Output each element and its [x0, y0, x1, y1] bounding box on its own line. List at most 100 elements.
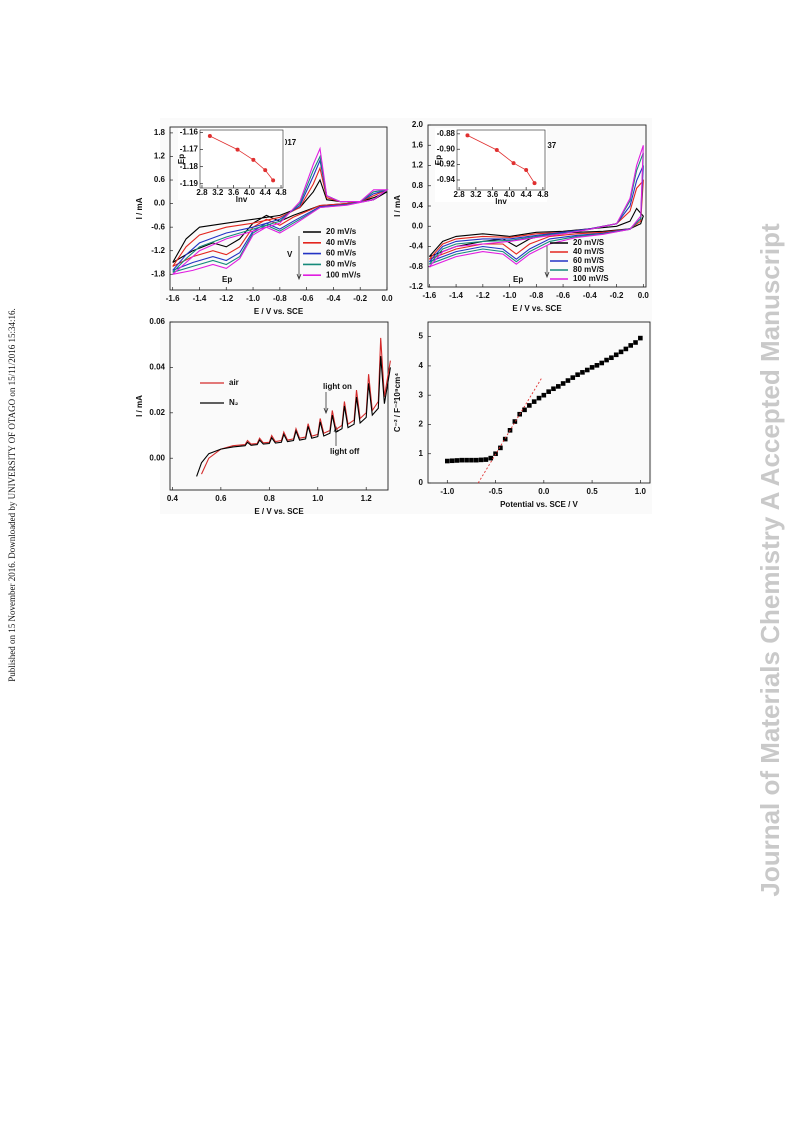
y-tick-label: -1.2 [409, 282, 423, 291]
legend-label: 100 mV/s [326, 270, 361, 279]
y-tick-label: -0.4 [409, 242, 423, 251]
x-tick-label: -1.0 [440, 487, 454, 496]
marker [599, 360, 605, 366]
annotation: V [287, 250, 293, 259]
x-axis-label: E / V vs. SCE [254, 507, 304, 516]
x-tick-label: -1.6 [422, 291, 436, 300]
legend-label: 100 mV/S [573, 274, 609, 283]
marker [575, 372, 580, 377]
y-tick-label: -0.6 [151, 222, 165, 231]
x-axis-label: E / V vs. SCE [254, 307, 304, 316]
marker [498, 445, 503, 451]
chart: 0.4 0.6 0.8 1.0 1.2 0.00 0.02 0.04 0.06 E / V vs.… [135, 317, 391, 516]
x-tick-label: -1.0 [503, 291, 517, 300]
marker [604, 357, 609, 363]
x-tick-label: 0.4 [167, 494, 179, 503]
x-tick-label: -0.2 [610, 291, 624, 300]
marker [512, 419, 518, 424]
x-tick-label: 4.0 [244, 188, 256, 197]
y-tick-label: 0.4 [412, 201, 424, 210]
series-line [172, 154, 388, 273]
series-line [201, 337, 391, 475]
x-tick-label: -1.2 [219, 294, 233, 303]
marker [560, 381, 566, 386]
x-tick-label: -1.0 [246, 294, 260, 303]
y-tick-label: 2 [419, 420, 424, 429]
marker [618, 349, 624, 355]
y-tick-label: -0.8 [409, 262, 423, 271]
legend-label: N₂ [229, 398, 239, 407]
x-tick-label: -0.8 [273, 294, 287, 303]
y-tick-label: -1.2 [151, 246, 165, 255]
marker [271, 178, 276, 183]
y-tick-label: 0.02 [149, 408, 165, 417]
marker [527, 403, 532, 408]
marker [570, 375, 576, 380]
x-tick-label: 3.6 [487, 190, 499, 199]
marker [511, 161, 516, 166]
y-tick-label: 1 [419, 449, 424, 458]
legend-label: 20 mV/s [326, 227, 357, 236]
marker [464, 457, 469, 463]
marker [580, 370, 585, 375]
y-tick-label: -0.90 [437, 144, 456, 153]
y-tick-label: 4 [419, 361, 424, 370]
y-tick-label: 0.0 [154, 199, 166, 208]
marker [459, 457, 465, 463]
legend-label: 60 mV/s [326, 249, 357, 258]
chart: -1.6 -1.4 -1.2 -1.0 -0.8 -0.6 -0.4 -0.2 0.0 1.8 1.… [135, 126, 393, 316]
x-tick-label: 4.4 [260, 188, 272, 197]
watermark: Journal of Materials Chemistry A Accepte… [755, 223, 785, 897]
x-tick-label: -0.6 [300, 294, 314, 303]
y-tick-label: 0.06 [149, 317, 165, 326]
x-tick-label: -0.5 [489, 487, 503, 496]
legend-label: 80 mV/s [326, 260, 357, 269]
annotation: light off [330, 447, 360, 456]
marker [235, 147, 240, 152]
marker [609, 355, 614, 361]
y-tick-label: -1.8 [151, 269, 165, 278]
y-tick-label: 1.2 [154, 152, 166, 161]
x-tick-label: -0.4 [583, 291, 597, 300]
legend-label: 60 mV/S [573, 256, 605, 265]
plot-frame [199, 129, 284, 189]
series-line [428, 179, 644, 260]
x-tick-label: 2.8 [196, 188, 208, 197]
series-line [172, 166, 388, 267]
marker [524, 168, 529, 172]
marker [251, 157, 256, 162]
chart: -1.0 -0.5 0.0 0.5 1.0 0 1 2 3 4 5 Potential vs. SCE… [393, 321, 651, 509]
x-tick-label: 0.8 [264, 494, 276, 503]
y-tick-label: 0.04 [149, 363, 165, 372]
x-tick-label: 0.0 [381, 294, 393, 303]
marker [551, 386, 556, 392]
marker [633, 340, 638, 345]
y-tick-label: 3 [419, 390, 424, 399]
y-tick-label: -0.92 [437, 160, 456, 169]
inset-background [435, 128, 547, 202]
x-tick-label: 3.6 [228, 188, 240, 197]
marker [628, 343, 633, 348]
legend-label: 40 mV/S [573, 247, 605, 256]
y-axis-label: Ep [434, 155, 443, 165]
x-axis-label: Potential vs. SCE / V [500, 500, 578, 509]
marker [613, 352, 619, 358]
y-tick-label: 0 [419, 478, 424, 487]
marker [473, 457, 479, 463]
marker [565, 378, 571, 383]
x-tick-label: 1.2 [361, 494, 373, 503]
marker [638, 335, 643, 341]
legend-label: 40 mV/s [326, 238, 357, 247]
series-line [172, 158, 388, 271]
plot-frame [456, 129, 546, 191]
marker [454, 458, 460, 463]
y-tick-label: 0.6 [154, 175, 166, 184]
y-axis-label: I / mA [135, 395, 144, 417]
marker [493, 451, 498, 457]
y-tick-label: -1.18 [180, 162, 199, 171]
marker [556, 384, 561, 389]
marker [494, 148, 499, 152]
legend-label: 20 mV/S [573, 238, 605, 247]
marker [623, 346, 629, 352]
y-axis-label: I / mA [135, 197, 144, 219]
